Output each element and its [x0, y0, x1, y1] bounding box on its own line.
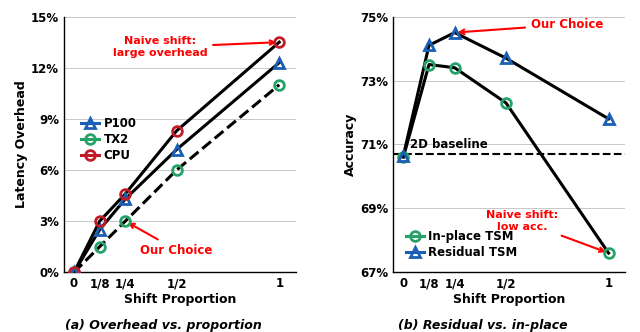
Text: 2D baseline: 2D baseline — [410, 138, 487, 151]
Text: (a) Overhead vs. proportion: (a) Overhead vs. proportion — [65, 319, 262, 332]
Legend: In-place TSM, Residual TSM: In-place TSM, Residual TSM — [401, 225, 522, 264]
Y-axis label: Accuracy: Accuracy — [344, 113, 357, 176]
X-axis label: Shift Proportion: Shift Proportion — [453, 293, 565, 306]
Text: Naive shift:
large overhead: Naive shift: large overhead — [113, 37, 274, 58]
Text: Naive shift:
low acc.: Naive shift: low acc. — [486, 210, 604, 252]
Text: Our Choice: Our Choice — [460, 18, 603, 34]
Legend: P100, TX2, CPU: P100, TX2, CPU — [77, 112, 141, 166]
Text: Our Choice: Our Choice — [130, 224, 213, 257]
Y-axis label: Latency Overhead: Latency Overhead — [15, 81, 28, 208]
Text: (b) Residual vs. in-place: (b) Residual vs. in-place — [398, 319, 568, 332]
X-axis label: Shift Proportion: Shift Proportion — [124, 293, 236, 306]
